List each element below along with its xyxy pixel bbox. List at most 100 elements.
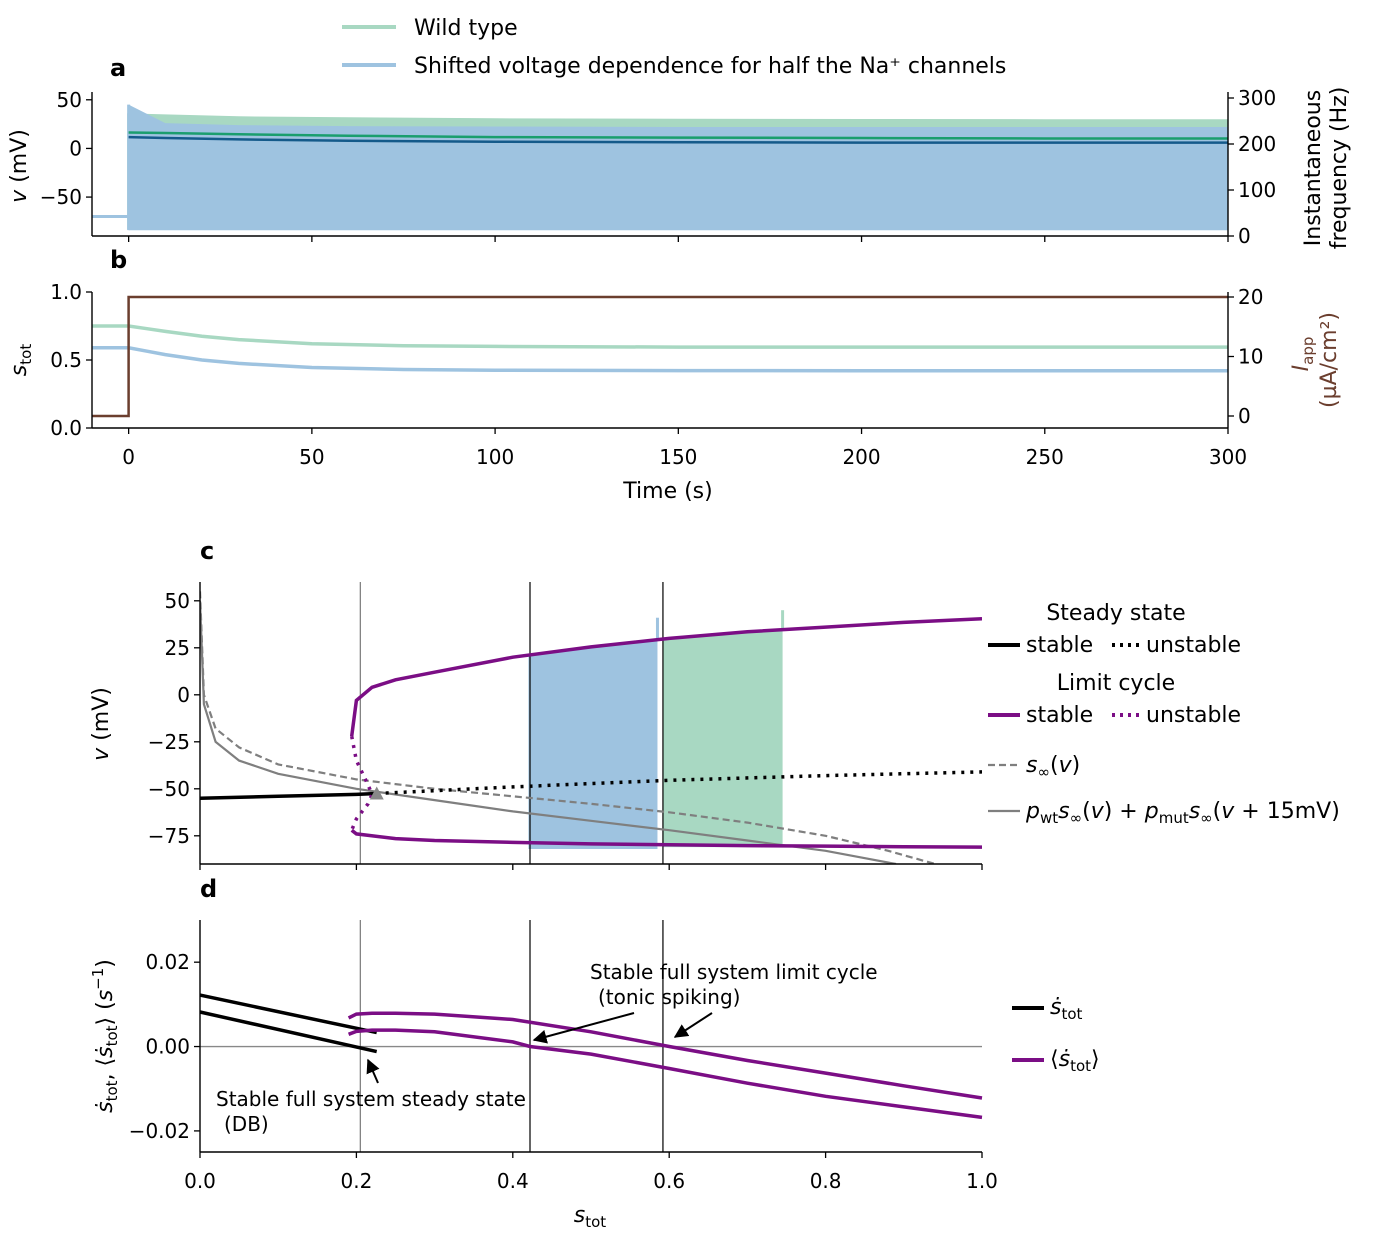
bifurcation-marker xyxy=(369,786,384,800)
panel-b-yright-tick-label-1: 10 xyxy=(1238,345,1263,369)
panel-c-y-tick-label-2: −25 xyxy=(148,730,190,754)
panel-a-y-tick-label-0: −50 xyxy=(40,185,82,209)
panel-b-yright-tick-label-2: 20 xyxy=(1238,285,1263,309)
annotation-arrow-mutant-limit-cycle xyxy=(532,1012,635,1044)
panel-c-y-tick-label-1: −50 xyxy=(148,777,190,801)
panel-c-ticks: −75 −50 −25 0 25 50 xyxy=(148,589,983,870)
annotation-limit-cycle-line1: Stable full system limit cycle xyxy=(590,960,878,984)
panel-a-ylabel-right-2: frequency (Hz) xyxy=(1327,87,1352,250)
legend-avg-sdot-label: ⟨ṡtot⟩ xyxy=(1050,1047,1100,1075)
panel-d-xlabel: stot xyxy=(574,1203,607,1231)
mutant-stot-line xyxy=(92,346,1228,373)
legend-mutant-label: Shifted voltage dependence for half the … xyxy=(414,54,1006,79)
panel-a-ticks: −50 0 50 0 100 200 300 xyxy=(40,86,1276,248)
legend-limit-title: Limit cycle xyxy=(1057,671,1175,696)
panel-b-ylabel: stot xyxy=(7,344,35,377)
annotation-steady-line2: (DB) xyxy=(224,1112,269,1136)
wild-type-stot-line xyxy=(92,324,1228,349)
panel-c-ylabel: v (mV) xyxy=(89,687,114,761)
panel-b-x-tick-label-0: 0 xyxy=(122,445,135,469)
panel-a-yright-tick-label-0: 0 xyxy=(1238,224,1251,248)
legend-steady-title: Steady state xyxy=(1046,601,1185,626)
legend-limit-unstable-label: unstable xyxy=(1146,703,1241,728)
legend-mix-label: pwts∞(v) + pmuts∞(v + 15mV) xyxy=(1025,799,1340,827)
panel-b-ylabel-right-1: Iapp xyxy=(1289,337,1317,372)
panel-a-yright-tick-label-3: 300 xyxy=(1238,86,1276,110)
panel-c-y-tick-label-4: 25 xyxy=(165,636,190,660)
panel-b-x-tick-label-3: 150 xyxy=(659,445,697,469)
panel-b-letter: b xyxy=(110,246,127,274)
panel-b-x-tick-label-1: 50 xyxy=(299,445,324,469)
panel-c-letter: c xyxy=(200,537,214,565)
limit-cycle-max-line xyxy=(349,616,982,737)
panel-d-x-tick-label-4: 0.8 xyxy=(810,1169,842,1193)
panel-a-yright-tick-label-1: 100 xyxy=(1238,178,1276,202)
panel-d-x-tick-label-2: 0.4 xyxy=(497,1169,529,1193)
panel-d-legend: ṡtot ⟨ṡtot⟩ xyxy=(1012,995,1100,1075)
panel-c: c −75 −50 −25 0 25 50 v (mV) Steady state sta… xyxy=(89,537,1340,870)
panel-d-ticks: −0.02 0.00 0.02 0.0 0.2 0.4 0.6 0.8 1.0 xyxy=(129,950,998,1193)
wild-type-trajectory-region xyxy=(662,629,783,848)
mix-sinf-line xyxy=(200,600,897,864)
panel-d-data xyxy=(199,920,983,1152)
panel-d-x-tick-label-5: 1.0 xyxy=(966,1169,998,1193)
panel-b-x-tick-label-2: 100 xyxy=(476,445,514,469)
panel-b-x-tick-label-4: 200 xyxy=(842,445,880,469)
panel-d-y-tick-label-1: 0.00 xyxy=(145,1035,190,1059)
panel-d-x-tick-label-0: 0.0 xyxy=(184,1169,216,1193)
panel-b-yright-tick-label-0: 0 xyxy=(1238,404,1251,428)
panel-a-y-tick-label-1: 0 xyxy=(69,136,82,160)
avg-sdot-mutant-line xyxy=(347,1028,983,1120)
panel-b-xlabel: Time (s) xyxy=(622,479,712,504)
legend-limit-stable-label: stable xyxy=(1026,703,1093,728)
legend-steady-stable-label: stable xyxy=(1026,633,1093,658)
sinf-line xyxy=(200,591,936,864)
legend-sdot-label: ṡtot xyxy=(1050,995,1083,1023)
panel-c-data xyxy=(200,582,982,864)
mutant-trajectory-region xyxy=(528,640,658,849)
panel-a-ylabel: v (mV) xyxy=(7,129,32,203)
legend-sinf-label: s∞(v) xyxy=(1026,753,1080,781)
avg-sdot-wild-type-line xyxy=(347,1011,983,1100)
panel-b-y-tick-label-1: 0.5 xyxy=(50,348,82,372)
panel-a-letter: a xyxy=(110,54,126,82)
legend-steady-unstable-label: unstable xyxy=(1146,633,1241,658)
panel-b-y-tick-label-2: 1.0 xyxy=(50,280,82,304)
panel-b-x-tick-label-6: 300 xyxy=(1209,445,1247,469)
wild-type-frequency-line xyxy=(128,131,1228,140)
annotation-steady-line1: Stable full system steady state xyxy=(216,1087,526,1111)
panel-c-y-tick-label-0: −75 xyxy=(148,824,190,848)
panel-b-data xyxy=(92,295,1228,418)
panel-b-y-tick-label-0: 0.0 xyxy=(50,416,82,440)
stable-steady-state-line xyxy=(200,791,377,800)
sdot-mutant-line xyxy=(199,1010,378,1054)
panel-a-y-tick-label-2: 50 xyxy=(57,88,82,112)
mutant-frequency-line xyxy=(128,135,1228,144)
panel-d-letter: d xyxy=(200,875,217,903)
annotation-limit-cycle-line2: (tonic spiking) xyxy=(598,985,740,1009)
panel-d-y-tick-label-0: −0.02 xyxy=(129,1119,190,1143)
panel-c-legend: Steady state stable unstable Limit cycle… xyxy=(988,601,1340,827)
panel-d: d −0.02 0.00 0.02 0.0 0.2 0.4 0.6 0.8 1.0 stot ṡ… xyxy=(89,875,1100,1231)
panel-d-x-tick-label-3: 0.6 xyxy=(653,1169,685,1193)
unstable-limit-cycle-line xyxy=(349,735,374,831)
unstable-steady-state-line xyxy=(376,770,982,796)
annotation-arrow-steady-state xyxy=(366,1058,380,1084)
panel-b-x-tick-label-5: 250 xyxy=(1026,445,1064,469)
sdot-wild-type-line xyxy=(199,993,378,1035)
annotation-arrow-wt-limit-cycle xyxy=(673,1012,713,1038)
panel-a-data xyxy=(92,104,1229,231)
panel-c-plot-area xyxy=(200,582,982,864)
panel-c-y-tick-label-5: 50 xyxy=(165,589,190,613)
legend-wild-type-label: Wild type xyxy=(414,16,518,41)
panel-c-y-tick-label-3: 0 xyxy=(177,683,190,707)
panel-a-yright-tick-label-2: 200 xyxy=(1238,132,1276,156)
panel-b-ylabel-right-2: (µA/cm²) xyxy=(1317,312,1342,408)
panel-d-x-tick-label-1: 0.2 xyxy=(340,1169,372,1193)
panel-a-ylabel-right-1: Instantaneous xyxy=(1301,90,1326,246)
top-legend: Wild type Shifted voltage dependence for… xyxy=(342,16,1006,79)
